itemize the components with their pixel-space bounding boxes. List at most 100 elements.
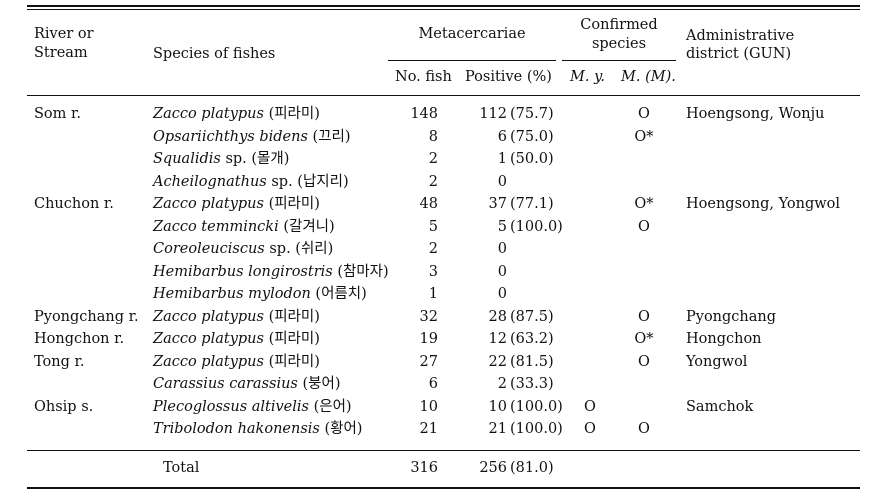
header-species: Species of fishes (153, 46, 276, 62)
river-cell: Chuchon r. (34, 196, 114, 212)
m-m-cell: O (638, 308, 650, 325)
species-cell: Zacco platypus (피라미) (153, 103, 320, 125)
total-rule (27, 450, 860, 451)
species-latin: Zacco platypus (153, 196, 264, 212)
positive-cell: 22 (488, 353, 507, 370)
percent-cell: (33.3) (510, 376, 554, 392)
positive-cell: 10 (488, 398, 507, 415)
river-cell: Hongchon r. (34, 331, 125, 347)
species-latin: Squalidis (153, 151, 221, 167)
table-row: Carassius carassius (붕어) 6 2 (33.3) (0, 373, 880, 396)
species-cell: Zacco platypus (피라미) (153, 351, 320, 373)
top-rule (27, 5, 860, 7)
species-latin: Zacco temmincki (153, 218, 279, 235)
positive-cell: 0 (497, 241, 507, 257)
header-district-line2: district (GUN) (686, 46, 792, 62)
percent-cell: (77.1) (510, 196, 554, 212)
district-cell: Pyongchang (686, 308, 777, 325)
no-fish-cell: 3 (428, 263, 438, 280)
species-korean: (피라미) (268, 353, 320, 370)
no-fish-cell: 5 (428, 218, 438, 235)
district-cell: Samchok (686, 398, 754, 415)
species-cell: Coreoleuciscus sp. (쉬리) (153, 238, 333, 260)
river-cell: Ohsip s. (34, 398, 94, 415)
district-cell: Hoengsong, Yongwol (686, 196, 841, 212)
total-label: Total (163, 460, 200, 476)
species-latin: Hemibarbus mylodon (153, 286, 311, 302)
species-latin: Plecoglossus altivelis (153, 398, 309, 415)
total-positive: 256 (479, 460, 507, 476)
species-korean: (어름치) (315, 286, 367, 302)
percent-cell: (81.5) (510, 353, 554, 370)
table-row: Chuchon r. Zacco platypus (피라미) 48 37 (7… (0, 193, 880, 216)
no-fish-cell: 21 (419, 421, 438, 437)
no-fish-cell: 27 (419, 353, 438, 370)
metacercariae-underline (388, 60, 556, 61)
percent-cell: (75.7) (510, 106, 554, 122)
table-row: Hemibarbus mylodon (어름치) 1 0 (0, 283, 880, 306)
species-latin: Coreoleuciscus (153, 241, 265, 257)
bottom-rule (27, 487, 860, 489)
species-korean: (황어) (324, 421, 363, 437)
species-latin: Carassius carassius (153, 376, 298, 392)
positive-cell: 0 (497, 173, 507, 190)
percent-cell: (100.0) (510, 218, 563, 235)
species-cell: Plecoglossus altivelis (은어) (153, 396, 352, 418)
positive-cell: 1 (497, 151, 507, 167)
species-korean: sp. (납지리) (271, 173, 349, 190)
species-korean: sp. (몰개) (225, 151, 290, 167)
positive-cell: 28 (488, 308, 507, 325)
percent-cell: (100.0) (510, 421, 563, 437)
header-confirmed-line1: Confirmed (580, 17, 658, 33)
species-cell: Zacco platypus (피라미) (153, 328, 320, 350)
m-m-cell: O (638, 353, 650, 370)
m-m-cell: O* (634, 128, 654, 145)
species-cell: Acheilognathus sp. (납지리) (153, 171, 349, 193)
no-fish-cell: 2 (428, 173, 438, 190)
total-percent: (81.0) (510, 460, 554, 476)
positive-cell: 21 (488, 421, 507, 437)
percent-cell: (63.2) (510, 331, 554, 347)
species-cell: Hemibarbus mylodon (어름치) (153, 283, 367, 305)
table-row: Pyongchang r. Zacco platypus (피라미) 32 28… (0, 306, 880, 329)
m-y-cell: O (584, 421, 596, 437)
positive-cell: 112 (479, 106, 507, 122)
top-rule-thin (27, 9, 860, 10)
positive-cell: 37 (488, 196, 507, 212)
positive-cell: 2 (497, 376, 507, 392)
header-river-line2: Stream (34, 45, 88, 61)
species-latin: Opsariichthys bidens (153, 128, 308, 145)
table-row: Som r. Zacco platypus (피라미) 148 112 (75.… (0, 103, 880, 126)
m-m-cell: O* (634, 331, 654, 347)
river-cell: Tong r. (34, 353, 85, 370)
district-cell: Hoengsong, Wonju (686, 106, 825, 122)
species-cell: Carassius carassius (붕어) (153, 373, 340, 395)
species-korean: (참마자) (337, 263, 389, 280)
m-m-cell: O (638, 106, 650, 122)
table-row: Opsariichthys bidens (끄리) 8 6 (75.0) O* (0, 126, 880, 149)
header-district-line1: Administrative (686, 28, 795, 44)
no-fish-cell: 48 (419, 196, 438, 212)
header-m-y: M. y. (570, 69, 605, 85)
total-row: Total 316 256 (81.0) (0, 457, 880, 479)
header-no-fish: No. fish (395, 69, 452, 85)
species-korean: (피라미) (268, 196, 320, 212)
species-latin: Zacco platypus (153, 353, 264, 370)
table-row: Squalidis sp. (몰개) 2 1 (50.0) (0, 148, 880, 171)
table-row: Hongchon r. Zacco platypus (피라미) 19 12 (… (0, 328, 880, 351)
m-m-cell: O (638, 218, 650, 235)
header-river-line1: River or (34, 26, 94, 42)
header-confirmed-line2: species (591, 36, 647, 52)
header-positive: Positive (%) (465, 69, 552, 85)
positive-cell: 0 (497, 286, 507, 302)
species-korean: (끄리) (312, 128, 351, 145)
species-latin: Zacco platypus (153, 308, 264, 325)
river-cell: Pyongchang r. (34, 308, 139, 325)
species-korean: (피라미) (268, 106, 320, 122)
positive-cell: 5 (497, 218, 507, 235)
species-cell: Opsariichthys bidens (끄리) (153, 126, 351, 148)
river-cell: Som r. (34, 106, 81, 122)
species-cell: Zacco platypus (피라미) (153, 193, 320, 215)
species-latin: Tribolodon hakonensis (153, 421, 320, 437)
